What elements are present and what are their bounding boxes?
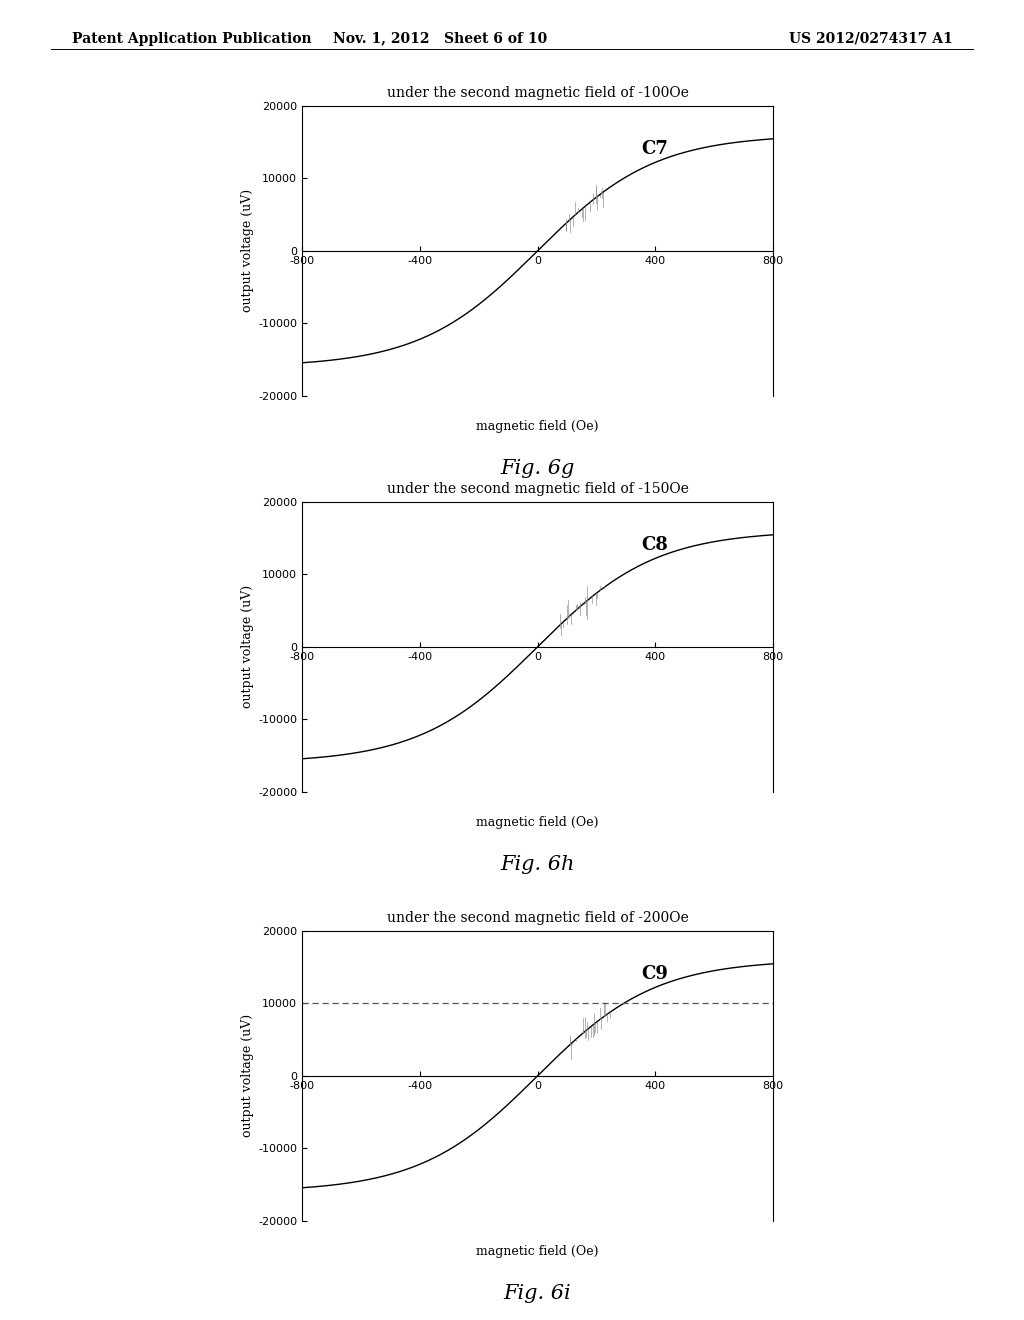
Text: under the second magnetic field of -100Oe: under the second magnetic field of -100O…: [387, 86, 688, 100]
Text: Fig. 6h: Fig. 6h: [501, 855, 574, 874]
Text: under the second magnetic field of -200Oe: under the second magnetic field of -200O…: [387, 911, 688, 925]
Text: magnetic field (Oe): magnetic field (Oe): [476, 1245, 599, 1258]
Text: under the second magnetic field of -150Oe: under the second magnetic field of -150O…: [387, 482, 688, 496]
Text: Nov. 1, 2012   Sheet 6 of 10: Nov. 1, 2012 Sheet 6 of 10: [333, 32, 548, 46]
Y-axis label: output voltage (uV): output voltage (uV): [241, 189, 254, 313]
Text: US 2012/0274317 A1: US 2012/0274317 A1: [788, 32, 952, 46]
Text: magnetic field (Oe): magnetic field (Oe): [476, 420, 599, 433]
Text: C8: C8: [641, 536, 668, 554]
Text: C9: C9: [641, 965, 668, 983]
Text: Patent Application Publication: Patent Application Publication: [72, 32, 311, 46]
Text: Fig. 6g: Fig. 6g: [501, 459, 574, 478]
Text: C7: C7: [641, 140, 668, 158]
Y-axis label: output voltage (uV): output voltage (uV): [241, 1014, 254, 1138]
Text: Fig. 6i: Fig. 6i: [504, 1284, 571, 1303]
Y-axis label: output voltage (uV): output voltage (uV): [241, 585, 254, 709]
Text: magnetic field (Oe): magnetic field (Oe): [476, 816, 599, 829]
